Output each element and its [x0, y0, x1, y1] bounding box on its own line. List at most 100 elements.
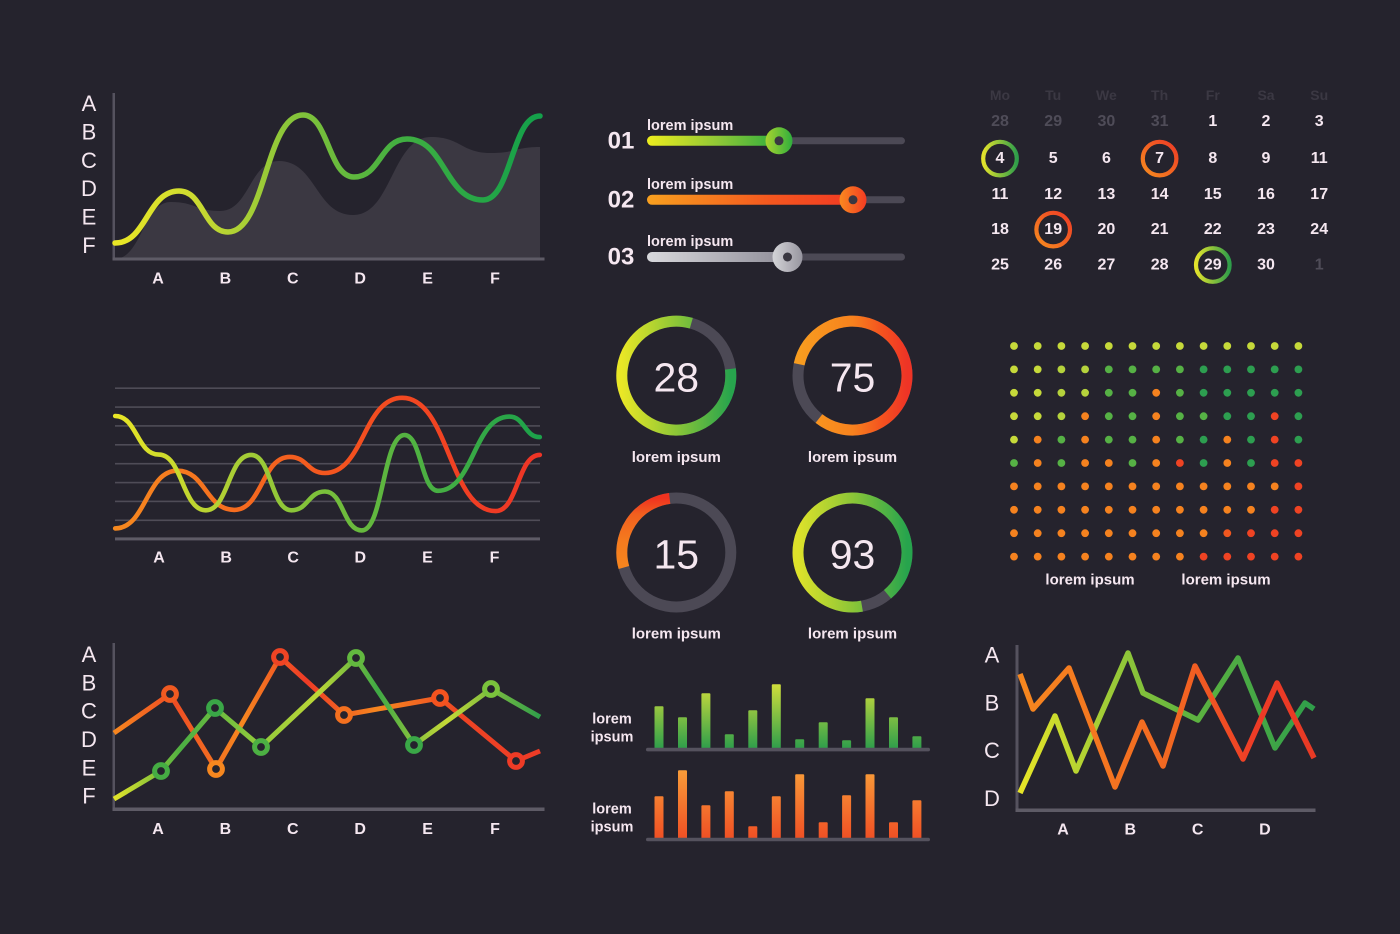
svg-text:28: 28	[991, 113, 1009, 130]
svg-text:24: 24	[1310, 221, 1328, 238]
svg-text:E: E	[82, 205, 97, 230]
svg-text:11: 11	[992, 186, 1009, 203]
svg-text:03: 03	[608, 244, 635, 271]
svg-text:lorem ipsum: lorem ipsum	[1181, 572, 1270, 589]
svg-text:A: A	[152, 271, 164, 288]
svg-text:We: We	[1096, 87, 1117, 103]
svg-text:F: F	[490, 821, 500, 838]
svg-text:lorem ipsum: lorem ipsum	[632, 449, 721, 466]
svg-text:D: D	[354, 271, 366, 288]
svg-text:lorem ipsum: lorem ipsum	[632, 626, 721, 643]
svg-text:20: 20	[1098, 221, 1116, 238]
svg-text:D: D	[984, 786, 1000, 811]
svg-text:17: 17	[1310, 186, 1328, 203]
svg-text:F: F	[490, 550, 500, 567]
svg-text:lorem ipsum: lorem ipsum	[1045, 572, 1134, 589]
svg-text:3: 3	[1315, 113, 1324, 130]
svg-text:A: A	[82, 91, 97, 116]
svg-text:lorem: lorem	[592, 712, 632, 728]
svg-text:28: 28	[1151, 257, 1169, 274]
svg-text:01: 01	[608, 127, 635, 154]
svg-text:E: E	[422, 271, 433, 288]
svg-text:C: C	[81, 699, 97, 724]
svg-text:18: 18	[991, 221, 1009, 238]
svg-text:D: D	[81, 727, 97, 752]
svg-text:ipsum: ipsum	[591, 729, 634, 745]
svg-text:ipsum: ipsum	[591, 819, 634, 835]
svg-text:93: 93	[830, 532, 876, 578]
svg-text:13: 13	[1098, 186, 1116, 203]
svg-text:23: 23	[1257, 221, 1275, 238]
svg-text:Mo: Mo	[990, 87, 1010, 103]
svg-text:lorem ipsum: lorem ipsum	[647, 234, 733, 250]
svg-text:E: E	[422, 821, 433, 838]
svg-text:8: 8	[1208, 150, 1217, 167]
svg-text:7: 7	[1155, 150, 1164, 167]
svg-text:lorem ipsum: lorem ipsum	[647, 177, 733, 193]
svg-text:1: 1	[1315, 257, 1324, 274]
svg-text:30: 30	[1098, 113, 1116, 130]
svg-text:31: 31	[1151, 113, 1169, 130]
svg-text:lorem ipsum: lorem ipsum	[808, 626, 897, 643]
svg-text:A: A	[152, 821, 164, 838]
svg-text:Tu: Tu	[1045, 87, 1061, 103]
svg-text:Fr: Fr	[1206, 87, 1221, 103]
svg-text:12: 12	[1044, 186, 1062, 203]
svg-text:27: 27	[1098, 257, 1116, 274]
svg-text:Su: Su	[1310, 87, 1328, 103]
svg-text:4: 4	[996, 150, 1005, 167]
svg-text:30: 30	[1257, 257, 1275, 274]
svg-text:16: 16	[1257, 186, 1275, 203]
svg-text:B: B	[985, 690, 1000, 715]
svg-text:D: D	[355, 550, 367, 567]
svg-text:E: E	[82, 755, 97, 780]
svg-text:lorem ipsum: lorem ipsum	[808, 449, 897, 466]
svg-text:11: 11	[1311, 150, 1328, 167]
svg-text:C: C	[984, 738, 1000, 763]
svg-text:C: C	[287, 271, 299, 288]
svg-text:D: D	[81, 176, 97, 201]
svg-text:15: 15	[653, 532, 699, 578]
svg-text:1: 1	[1208, 113, 1217, 130]
svg-text:B: B	[220, 550, 232, 567]
svg-text:22: 22	[1204, 221, 1222, 238]
svg-text:A: A	[82, 642, 97, 667]
svg-text:D: D	[354, 821, 366, 838]
svg-text:5: 5	[1049, 150, 1058, 167]
svg-text:A: A	[1057, 822, 1069, 839]
svg-text:Sa: Sa	[1257, 87, 1274, 103]
svg-text:B: B	[220, 271, 232, 288]
svg-text:B: B	[82, 119, 97, 144]
svg-text:lorem: lorem	[592, 801, 632, 817]
svg-text:B: B	[1125, 822, 1137, 839]
svg-text:Th: Th	[1151, 87, 1168, 103]
svg-text:15: 15	[1204, 186, 1222, 203]
svg-text:C: C	[287, 821, 299, 838]
svg-text:F: F	[82, 233, 95, 258]
svg-text:2: 2	[1262, 113, 1271, 130]
svg-text:6: 6	[1102, 150, 1111, 167]
svg-text:75: 75	[830, 355, 876, 401]
svg-text:28: 28	[653, 355, 699, 401]
svg-text:14: 14	[1151, 186, 1169, 203]
svg-text:A: A	[985, 643, 1000, 668]
svg-text:26: 26	[1044, 257, 1062, 274]
svg-text:C: C	[1192, 822, 1204, 839]
svg-text:B: B	[82, 670, 97, 695]
svg-text:29: 29	[1204, 257, 1222, 274]
svg-text:F: F	[82, 784, 95, 809]
svg-text:21: 21	[1151, 221, 1169, 238]
svg-text:25: 25	[991, 257, 1009, 274]
svg-text:9: 9	[1262, 150, 1271, 167]
svg-text:B: B	[220, 821, 232, 838]
svg-text:A: A	[153, 550, 165, 567]
svg-text:C: C	[287, 550, 299, 567]
svg-text:lorem ipsum: lorem ipsum	[647, 118, 733, 134]
svg-text:02: 02	[608, 186, 635, 213]
svg-text:F: F	[490, 271, 500, 288]
svg-text:29: 29	[1044, 113, 1062, 130]
svg-text:D: D	[1259, 822, 1271, 839]
svg-text:E: E	[422, 550, 433, 567]
svg-text:C: C	[81, 148, 97, 173]
svg-text:19: 19	[1044, 221, 1062, 238]
